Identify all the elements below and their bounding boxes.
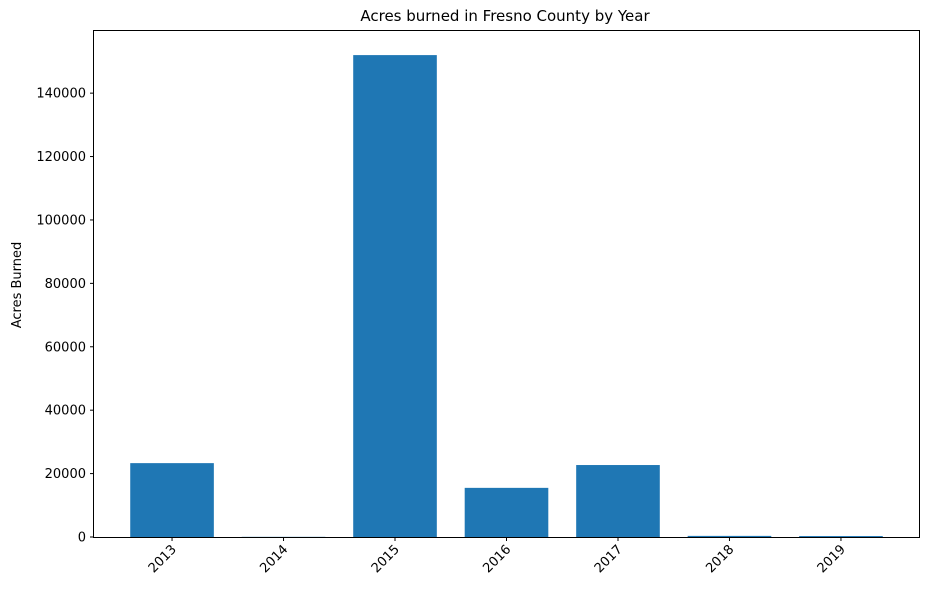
y-tick-label: 140000 [36,87,86,102]
y-tick-label: 0 [78,531,86,546]
x-tick-label: 2015 [369,542,403,576]
y-axis-label: Acres Burned [10,242,25,329]
bar-2015 [353,55,437,537]
bar-2016 [464,487,549,537]
x-tick-label: 2013 [146,542,180,576]
y-axis: 0 20000 40000 60000 80000 100000 120000 140000 [36,87,94,546]
x-tick-label: 2016 [480,542,514,576]
bar-2019 [799,536,883,537]
x-tick-label: 2018 [703,542,737,576]
chart-title: Acres burned in Fresno County by Year [360,7,650,25]
x-tick-label: 2017 [592,542,626,576]
plot-frame [93,30,920,538]
y-tick-label: 40000 [45,404,86,419]
x-axis: 2013 2014 2015 2016 2017 2018 2019 [146,537,849,576]
x-tick-label: 2014 [257,542,291,576]
y-tick-label: 80000 [45,277,86,292]
y-tick-label: 20000 [45,467,86,482]
y-tick-label: 100000 [36,213,86,228]
bar-2017 [576,465,660,537]
bar-2013 [130,463,214,537]
bars-group [130,55,883,538]
y-tick-label: 120000 [36,150,86,165]
y-tick-label: 60000 [45,340,86,355]
bar-2018 [687,535,772,537]
x-tick-label: 2019 [815,542,849,576]
